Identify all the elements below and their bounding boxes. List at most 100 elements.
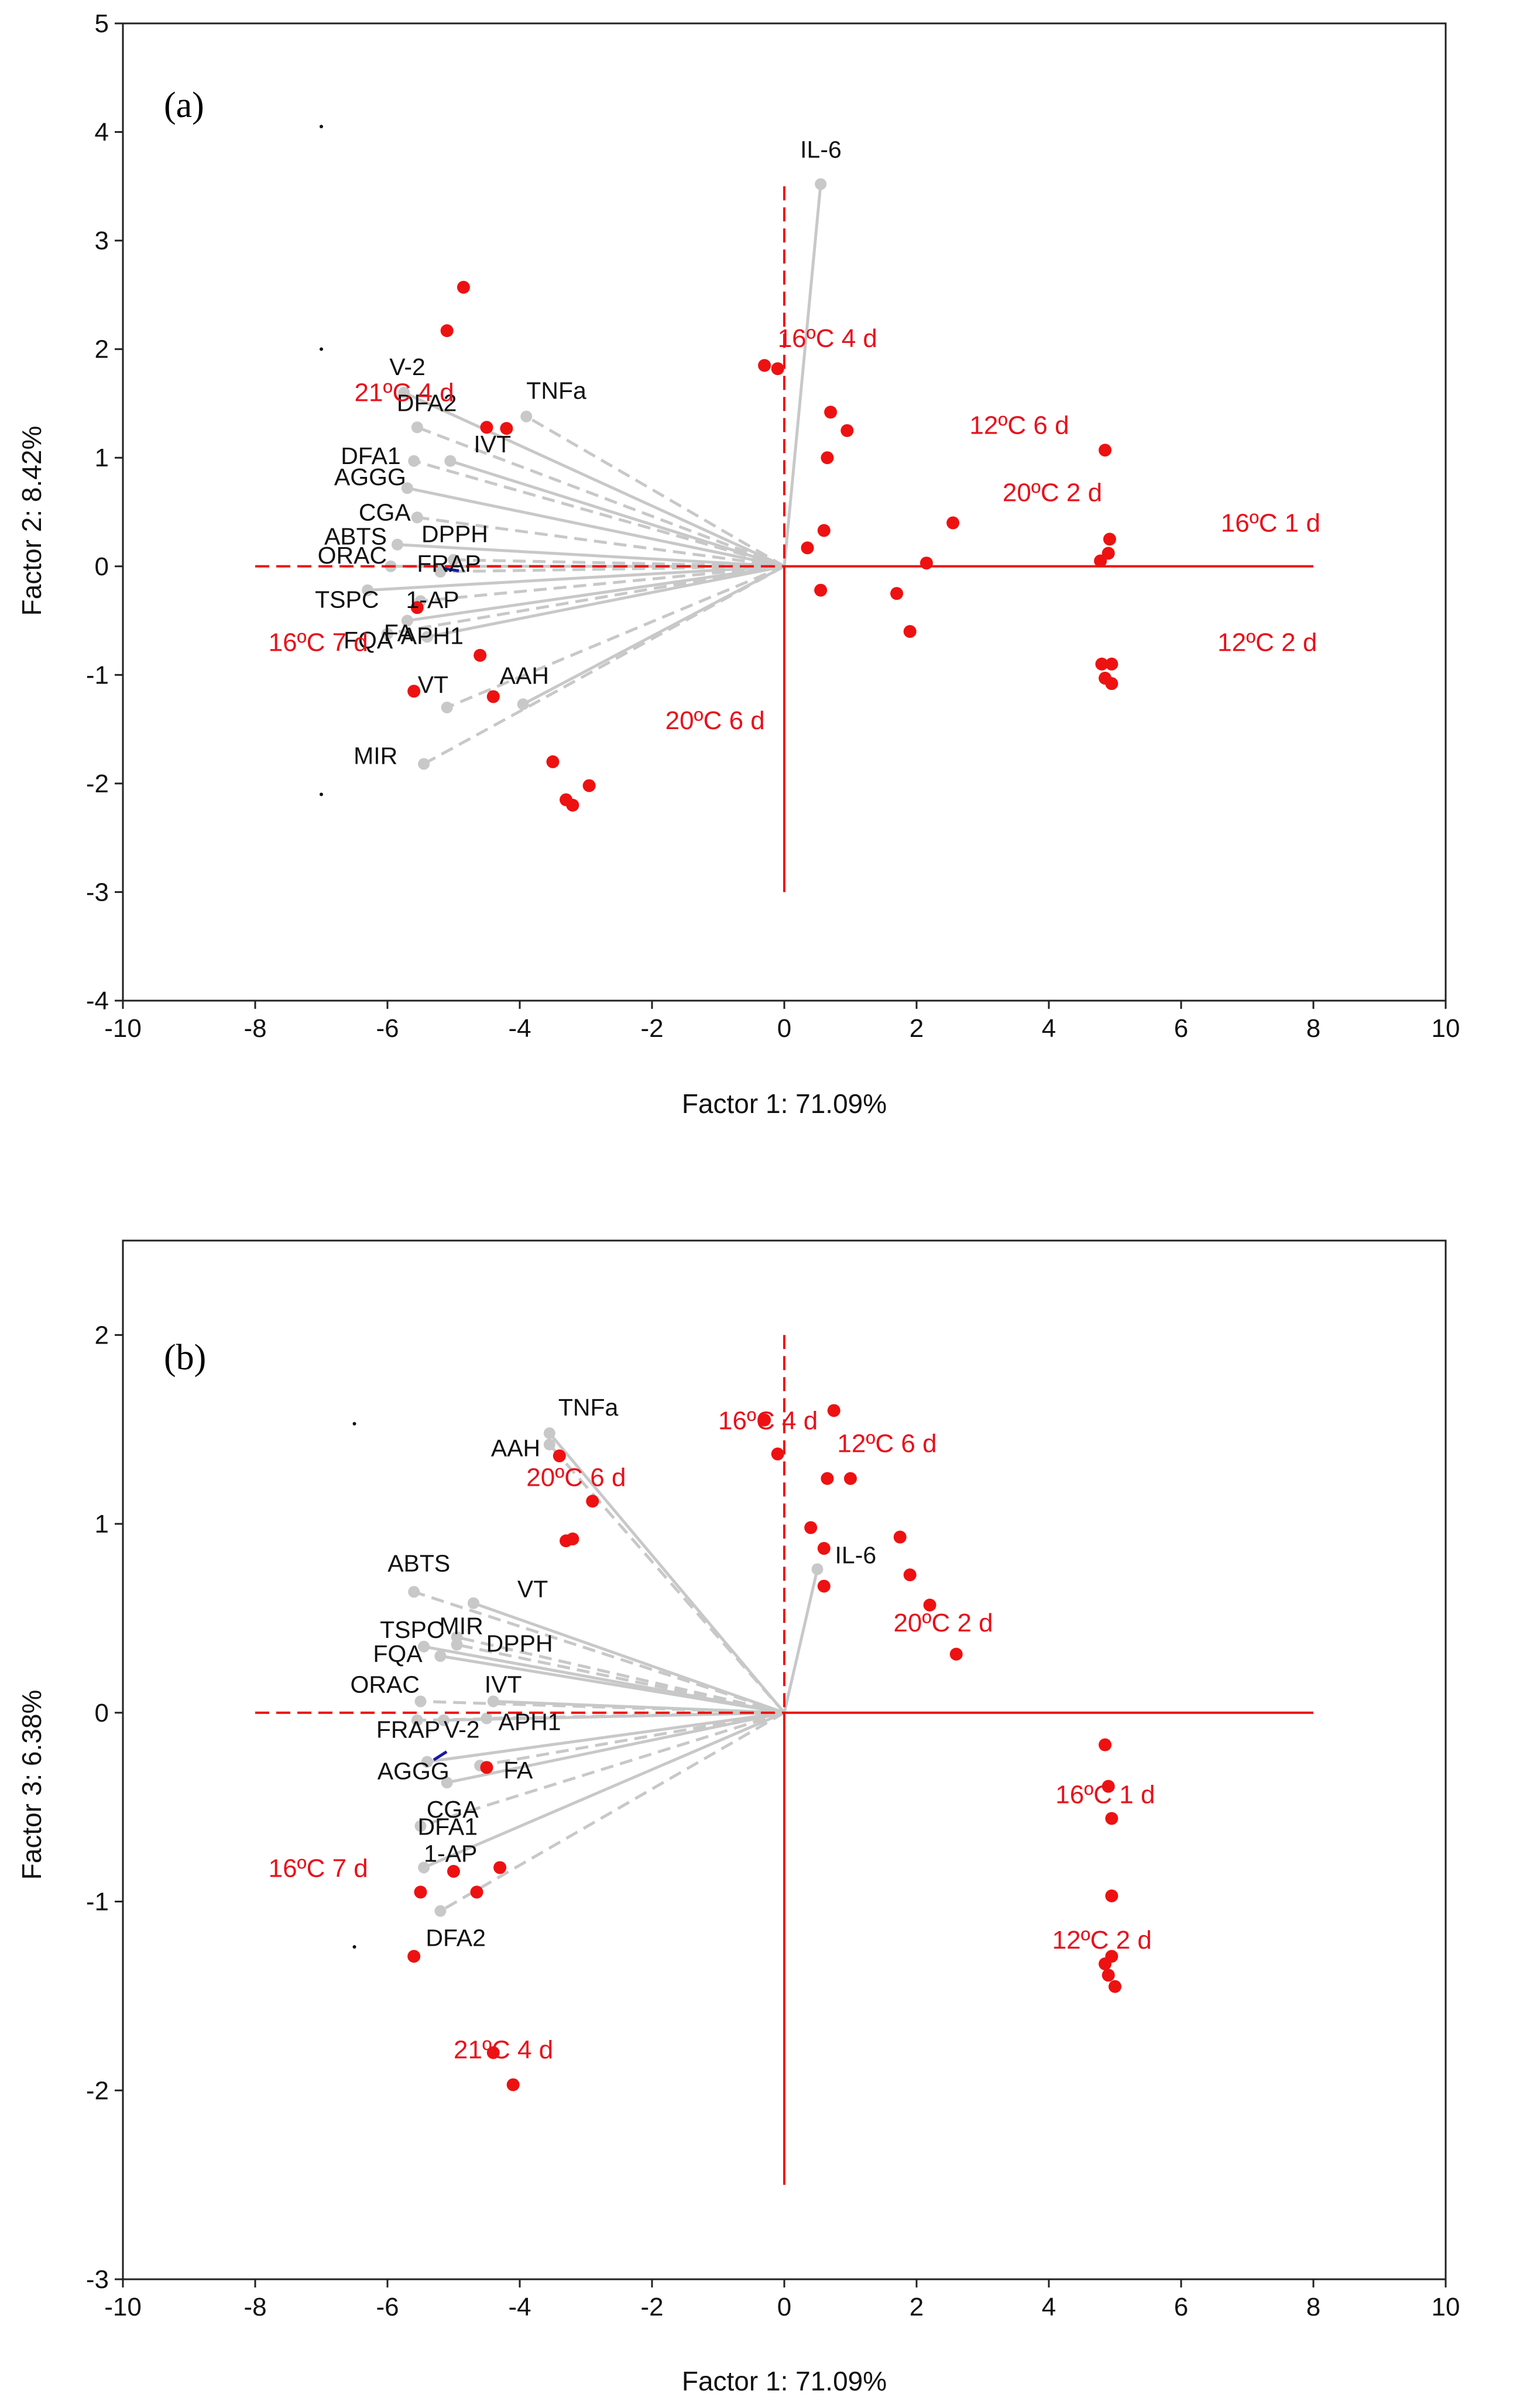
variable-label-tspc: TSPC	[315, 586, 379, 613]
variable-vector	[407, 565, 785, 623]
stray-marker	[352, 1945, 356, 1949]
observation-point	[506, 2078, 520, 2091]
variable-endpoint	[401, 482, 413, 494]
variable-endpoint	[421, 631, 433, 643]
variable-vector	[423, 1711, 785, 1869]
x-tick-label: -10	[104, 1014, 142, 1043]
variable-vector	[457, 1643, 785, 1715]
alt-direction-arrow	[433, 1750, 448, 1761]
observation-point	[1102, 547, 1115, 560]
y-tick-label: -4	[86, 987, 109, 1015]
variable-vector	[427, 565, 785, 638]
x-tick-label: -4	[508, 2293, 531, 2321]
observation-point	[817, 1579, 831, 1593]
variable-endpoint	[408, 1586, 420, 1598]
variable-vector	[440, 565, 785, 573]
variable-vector	[420, 565, 785, 603]
variable-label-ivt: IVT	[485, 1671, 522, 1698]
variable-label-dpph: DPPH	[486, 1630, 553, 1657]
variable-vector	[417, 516, 785, 568]
variable-endpoint	[451, 1638, 463, 1651]
variable-label-vt: VT	[517, 1576, 548, 1603]
variable-endpoint	[543, 1438, 555, 1451]
x-tick-label: -6	[376, 2293, 399, 2321]
observation-point	[493, 1861, 507, 1874]
observation-point	[546, 755, 560, 768]
group-label: 12ºC 6 d	[837, 1429, 936, 1458]
variable-vector	[440, 1654, 785, 1715]
stray-marker	[352, 1422, 356, 1426]
observation-point	[566, 799, 579, 812]
observation-point	[893, 1530, 907, 1544]
x-tick-label: 4	[1042, 1014, 1056, 1043]
variable-vector	[457, 1636, 785, 1715]
observation-point	[457, 280, 470, 294]
variable-endpoint	[414, 1820, 427, 1832]
variable-endpoint	[448, 554, 459, 566]
observation-point	[821, 451, 834, 465]
observation-point	[821, 1472, 834, 1485]
variable-vector	[526, 415, 785, 568]
group-label: 20ºC 2 d	[1003, 478, 1102, 507]
group-label: 16ºC 4 d	[778, 324, 877, 353]
group-label: 20ºC 6 d	[665, 706, 765, 735]
variable-endpoint	[487, 1695, 499, 1708]
observation-point	[1102, 1969, 1115, 1982]
x-axis-title-b: Factor 1: 71.09%	[682, 2366, 887, 2396]
variable-vectors-layer	[362, 178, 827, 770]
y-tick-label: 2	[95, 1321, 109, 1349]
y-tick-label: -2	[86, 770, 109, 798]
x-tick-label: 6	[1174, 2293, 1188, 2321]
y-tick-label: -1	[86, 661, 109, 689]
variable-endpoint	[520, 410, 533, 422]
group-label: 21ºC 4 d	[454, 2035, 553, 2064]
variable-vector	[783, 184, 822, 567]
stray-marker	[320, 792, 323, 796]
x-tick-label: 4	[1042, 2293, 1056, 2321]
x-tick-label: -4	[508, 1014, 531, 1043]
x-tick-label: -10	[104, 2293, 142, 2321]
observation-point	[771, 1447, 784, 1461]
y-tick-label: 5	[95, 9, 109, 38]
variable-endpoint	[391, 538, 403, 551]
variable-endpoint	[481, 1712, 493, 1725]
observation-point	[840, 424, 854, 437]
variable-endpoint	[418, 758, 430, 770]
variable-label-dfa1: DFA1	[341, 442, 401, 469]
variable-endpoint	[418, 1861, 430, 1874]
variable-vector	[420, 1711, 785, 1828]
observation-point	[804, 1521, 818, 1534]
observation-point	[919, 557, 933, 570]
variable-endpoint	[517, 698, 529, 710]
x-tick-label: 10	[1432, 1014, 1460, 1043]
variable-vector	[440, 1711, 785, 1912]
variable-vector	[413, 1590, 785, 1715]
observation-point	[1105, 1889, 1118, 1902]
observation-point	[814, 583, 828, 597]
variable-label-dfa1: DFA1	[418, 1813, 478, 1840]
observation-point	[903, 625, 917, 638]
variable-endpoint	[815, 178, 827, 190]
variable-endpoint	[434, 566, 447, 578]
variable-endpoint	[434, 1905, 447, 1917]
observation-point	[486, 2046, 500, 2059]
variable-vector	[447, 1711, 785, 1784]
variable-label-tspc: TSPC	[380, 1616, 444, 1643]
variable-label-il-6: IL-6	[835, 1542, 877, 1569]
variable-endpoint	[408, 455, 420, 467]
variable-label-orac: ORAC	[351, 1671, 420, 1698]
observation-point	[470, 1885, 483, 1899]
observation-point	[817, 1542, 831, 1555]
variable-label-aggg: AGGG	[334, 463, 406, 490]
variable-endpoint	[441, 1777, 453, 1789]
variable-vector	[783, 1568, 819, 1713]
variable-endpoint	[414, 1695, 427, 1708]
observation-points-layer	[407, 280, 1118, 812]
observation-point	[1105, 677, 1118, 691]
observation-point	[1094, 554, 1107, 568]
y-tick-label: 3	[95, 226, 109, 255]
group-label: 16ºC 7 d	[269, 628, 368, 657]
x-tick-label: 8	[1306, 2293, 1320, 2321]
